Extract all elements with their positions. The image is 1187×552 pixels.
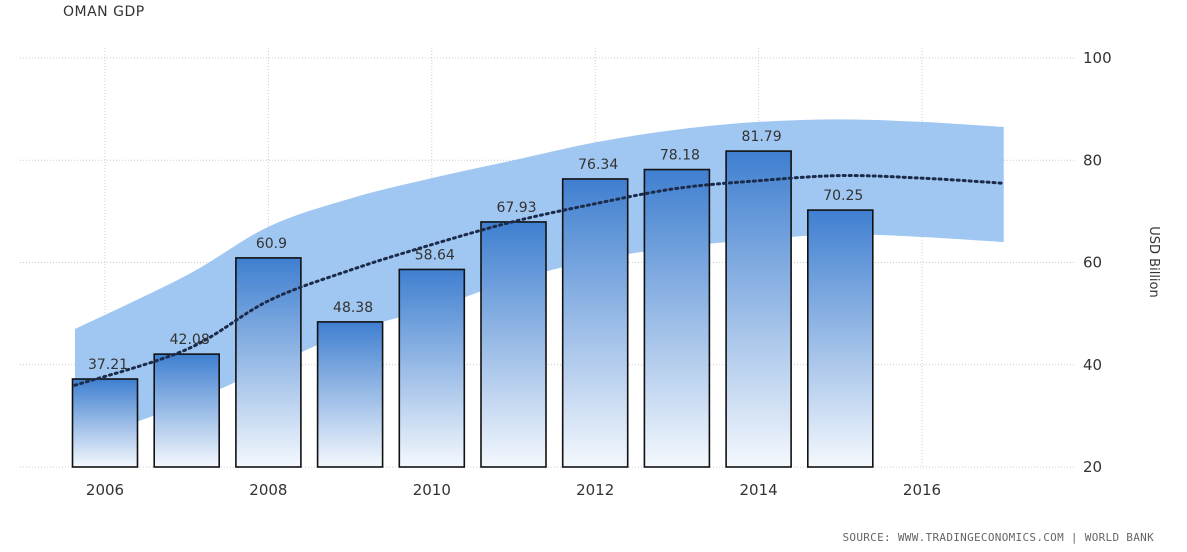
x-tick-2012: 2012 — [576, 481, 614, 499]
y-tick-100: 100 — [1083, 49, 1112, 67]
x-tick-2006: 2006 — [86, 481, 124, 499]
data-label-2010: 58.64 — [415, 247, 455, 263]
x-tick-2016: 2016 — [903, 481, 941, 499]
x-tick-2010: 2010 — [413, 481, 451, 499]
data-label-2007: 42.08 — [170, 332, 210, 348]
gridlines — [20, 48, 1075, 468]
data-label-2006: 37.21 — [88, 357, 128, 373]
y-tick-60: 60 — [1083, 254, 1102, 272]
bar-2010 — [398, 268, 466, 468]
data-label-2009: 48.38 — [333, 300, 373, 316]
data-label-2014: 81.79 — [742, 129, 782, 145]
bar-2014 — [725, 150, 792, 468]
bar-2007 — [153, 353, 220, 468]
bar-2011 — [480, 221, 547, 468]
bar-2015 — [806, 209, 874, 468]
data-label-2011: 67.93 — [496, 200, 536, 216]
y-axis-label: USD Billion — [1146, 226, 1161, 297]
data-label-2015: 70.25 — [823, 188, 863, 204]
bar-2012 — [561, 178, 629, 468]
bar-2009 — [316, 321, 384, 468]
chart-title: OMAN GDP — [63, 4, 145, 20]
x-tick-2014: 2014 — [740, 481, 778, 499]
x-tick-2008: 2008 — [249, 481, 287, 499]
bar-2013 — [643, 168, 711, 468]
y-tick-40: 40 — [1083, 356, 1102, 374]
y-tick-20: 20 — [1083, 458, 1102, 476]
bars — [71, 150, 874, 468]
data-label-2008: 60.9 — [256, 236, 287, 252]
axes: 2006 2008 2010 2012 2014 2016 20 40 60 80 100 USD B… — [86, 49, 1161, 499]
bar-2008 — [235, 257, 302, 468]
bar-2006 — [71, 378, 139, 468]
data-label-2013: 78.18 — [660, 148, 700, 164]
data-labels: 37.21 42.08 60.9 48.38 58.64 67.93 76.34 78.18 8… — [88, 129, 863, 373]
source-text: SOURCE: WWW.TRADINGECONOMICS.COM | WORLD… — [842, 531, 1154, 544]
data-label-2012: 76.34 — [578, 157, 618, 173]
y-tick-80: 80 — [1083, 151, 1102, 169]
